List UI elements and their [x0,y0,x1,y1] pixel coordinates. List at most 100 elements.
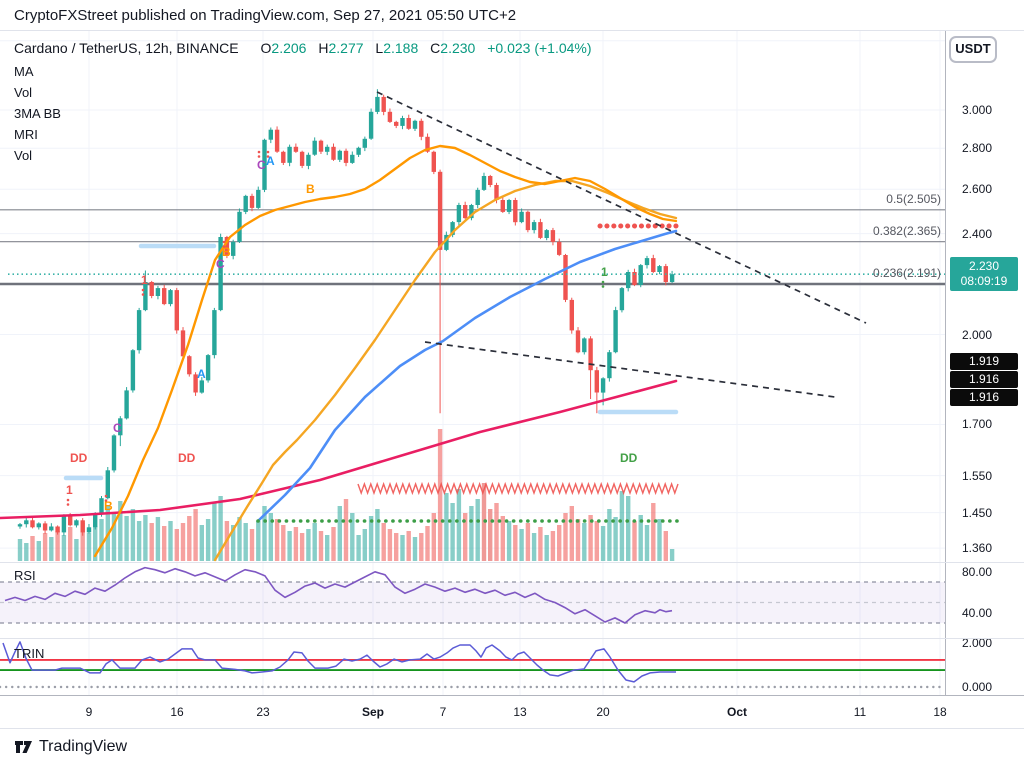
indicator-row-vol[interactable]: Vol [14,85,33,100]
volume-bar [331,527,336,561]
indicator-row-ma[interactable]: MA [14,64,34,79]
candle-body [105,470,110,499]
rsi-pane[interactable] [0,566,945,624]
pane-separator-rsi-trin[interactable] [0,638,1024,639]
high-value: 2.277 [328,40,364,56]
volume-bar [187,516,192,561]
volume-bar [513,525,518,561]
volume-bar [74,539,79,561]
volume-bar [231,525,236,561]
candle-body [224,237,230,256]
time-axis[interactable]: 9 16 23 Sep 7 13 20 Oct 11 18 [0,695,1024,729]
candle-body [68,516,73,526]
price-axis-label: 2.800 [962,141,993,155]
candle-body [450,222,455,235]
volume-bar [281,525,286,561]
candle-body [99,498,104,514]
candle-body [613,310,618,353]
fib-level-label[interactable]: 0.5(2.505) [886,192,941,206]
fib-level-label[interactable]: 0.236(2.191) [872,266,941,280]
wave-label: DD [70,451,88,465]
volume-bar [249,529,255,561]
fib-level-label[interactable]: 0.382(2.365) [872,224,941,238]
trendlines[interactable] [376,91,867,398]
candle-body [212,310,217,356]
indicator-row-vol[interactable]: Vol [14,148,33,163]
candle-body [394,121,399,126]
pane-separator-main-rsi[interactable] [0,562,1024,563]
time-axis-label: 9 [85,705,93,719]
price-flag-badge: 1.919 [950,353,1018,370]
candle-body [256,189,261,208]
dashed-trendline[interactable] [424,341,836,398]
candle-body [469,205,474,219]
candle-body [594,370,599,393]
volume-bar [563,513,568,561]
volume-bar [293,527,299,561]
marker-dot [222,245,226,248]
symbol-title[interactable]: Cardano / TetherUS, 12h, BINANCE [14,40,239,56]
candlesticks[interactable] [17,89,675,536]
price-axis-label: 2.000 [962,328,993,342]
volume-bars[interactable] [17,429,675,561]
tradingview-logo[interactable]: TradingView [14,737,127,756]
symbol-legend[interactable]: Cardano / TetherUS, 12h, BINANCE O2.206 … [14,40,592,56]
blue-ma-line[interactable] [256,229,678,523]
price-axis[interactable]: 3.4003.0002.8002.6002.4002.0001.7001.550… [945,31,1024,727]
volume-bar [49,537,54,561]
time-axis-label: Sep [361,705,384,719]
candle-body [381,96,386,112]
volume-bar [199,525,204,561]
indicator-row-mri[interactable]: MRI [14,127,38,142]
candle-body [111,435,117,471]
rsi-pane-label[interactable]: RSI [14,568,36,583]
volume-bar [600,526,606,561]
high-label: H [318,40,329,56]
volume-bar [205,519,211,561]
indicator-row-3ma-bb[interactable]: 3MA BB [14,106,61,121]
candle-body [243,195,248,212]
candle-body [149,282,154,296]
tradingview-logo-icon [15,741,32,753]
volume-bar [93,526,98,561]
orange_slow-ma-line[interactable] [213,179,678,562]
dashed-trendline[interactable] [376,91,867,324]
candle-body [187,356,192,375]
candle-body [431,151,436,172]
candle-body [513,200,518,223]
volume-bar [212,503,217,561]
wave-label: 1 [141,273,148,287]
candle-body [500,200,505,212]
wave-label: B [104,499,113,513]
trin-pane[interactable] [0,641,947,689]
price-axis-label: 3.000 [962,103,993,117]
marker-dot [266,150,270,154]
rsi-axis-label: 40.00 [962,606,993,620]
candle-body [306,154,311,166]
candle-body [400,118,405,126]
change-value: +0.023 (+1.04%) [487,40,592,56]
volume-bar [569,506,574,561]
volume-bar [626,496,631,561]
marker-dot [141,288,145,292]
candle-body [17,524,23,527]
volume-bar [168,521,173,561]
orange_fast-ma-line[interactable] [93,144,678,558]
candle-body [24,520,29,525]
countdown-timer: 08:09:19 [960,274,1008,288]
volume-bar [400,535,405,561]
rsi-axis-label: 80.00 [962,565,993,579]
volume-bar [638,515,643,561]
volume-bar [193,509,198,561]
volume-bar [375,509,380,561]
marker-dot [257,150,261,154]
trin-pane-label[interactable]: TRIN [14,646,45,661]
volume-bar [174,529,179,561]
candle-body [463,205,468,219]
time-axis-label: 23 [256,705,270,719]
candle-body [550,230,556,242]
time-axis-label: Oct [726,705,747,719]
candle-body [531,222,537,231]
currency-toggle-button[interactable]: USDT [949,36,997,63]
